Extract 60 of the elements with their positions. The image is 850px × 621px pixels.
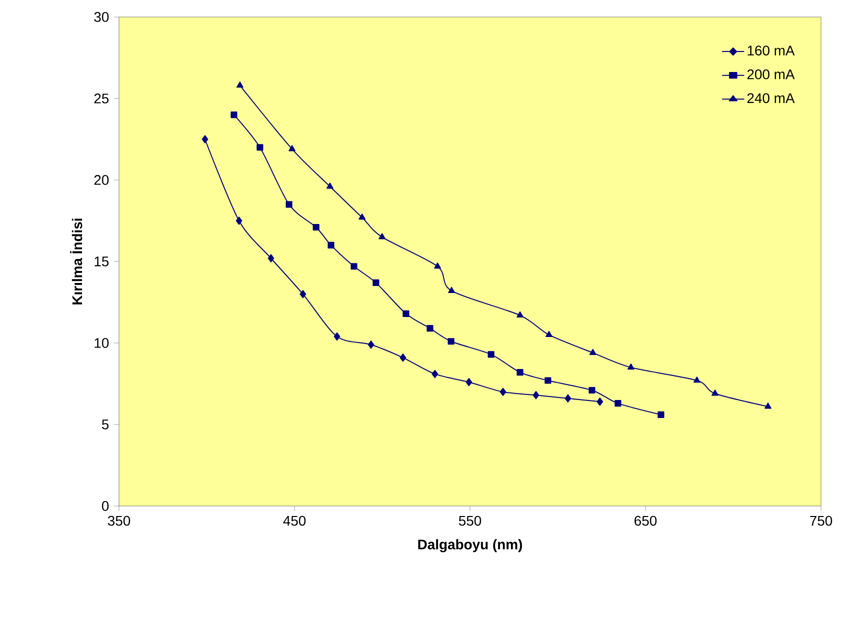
point [288, 145, 296, 152]
point [236, 216, 242, 225]
x-tick-label: 650 [634, 516, 657, 526]
point [202, 135, 208, 144]
point [378, 233, 386, 240]
point [372, 279, 380, 286]
point [434, 262, 441, 269]
point [596, 398, 604, 406]
point [300, 290, 306, 298]
point [368, 340, 374, 349]
point [448, 286, 456, 294]
point [546, 330, 552, 338]
point [402, 310, 410, 317]
point [693, 376, 700, 383]
point [268, 254, 274, 262]
point [712, 390, 718, 396]
point [628, 364, 634, 370]
point [230, 112, 238, 118]
point [432, 370, 438, 378]
x-tick-label: 450 [283, 516, 306, 526]
x-tick-label: 350 [108, 516, 130, 526]
y-tick-label: 0 [102, 501, 109, 511]
point [256, 144, 264, 151]
point [532, 391, 540, 400]
point [426, 325, 434, 332]
y-tick-label: 15 [94, 256, 109, 266]
point [328, 242, 334, 248]
legend-label: 200 mA [747, 69, 795, 80]
point [358, 214, 366, 220]
legend-label: 240 mA [747, 93, 795, 104]
point [516, 369, 524, 376]
point [400, 354, 406, 362]
point [236, 82, 244, 88]
point [350, 263, 358, 270]
x-axis-title: Dalgaboyu (nm) [418, 539, 522, 552]
point [466, 378, 472, 386]
point [286, 201, 292, 208]
point [588, 386, 596, 394]
point [448, 338, 454, 345]
point [488, 351, 494, 358]
x-tick-label: 750 [810, 516, 832, 526]
y-tick-label: 10 [94, 338, 109, 348]
point [658, 411, 664, 418]
legend-label: 160 mA [748, 46, 795, 56]
y-tick-label: 5 [102, 420, 109, 430]
point [614, 400, 622, 407]
point [544, 377, 552, 384]
point [764, 402, 772, 409]
x-tick-label: 550 [458, 516, 482, 526]
point [564, 394, 572, 403]
point [334, 332, 340, 341]
point [516, 311, 524, 318]
y-axis-title: Kırılma İndisi [70, 218, 82, 304]
point [500, 388, 506, 396]
point [326, 182, 334, 189]
y-tick-label: 30 [94, 12, 109, 22]
point [589, 348, 596, 355]
y-tick-label: 20 [94, 175, 109, 185]
point [312, 224, 320, 231]
y-tick-label: 25 [94, 94, 109, 104]
